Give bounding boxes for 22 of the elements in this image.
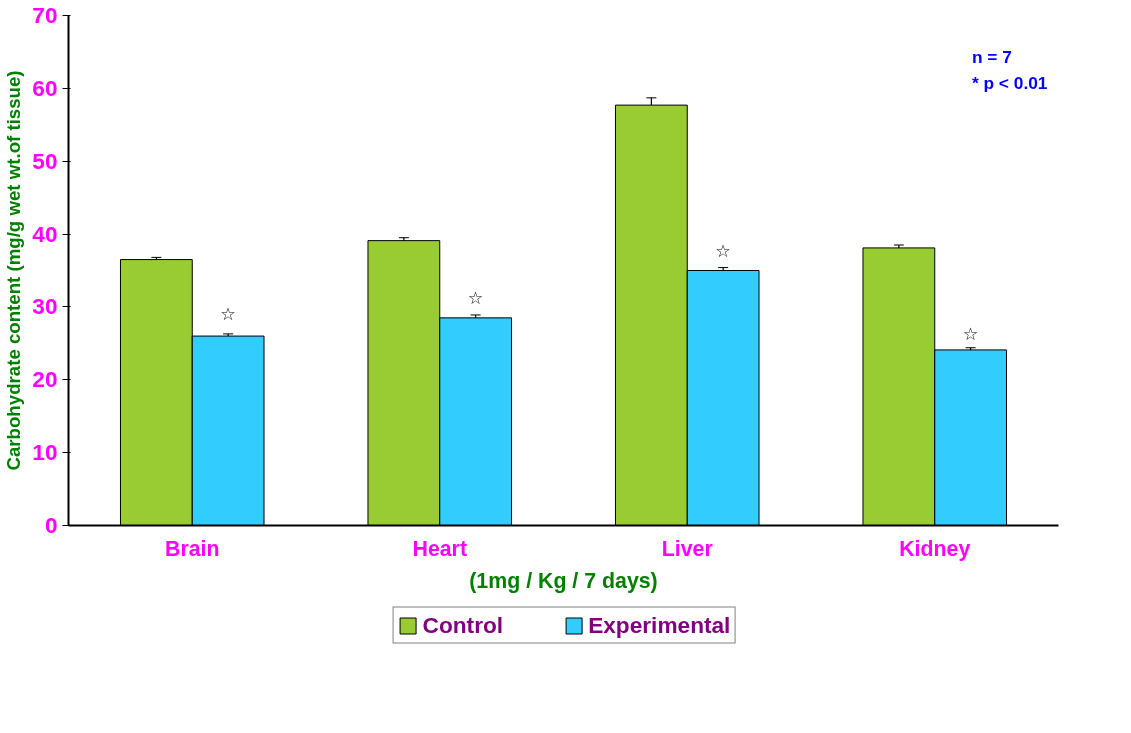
y-tick-label: 30 <box>32 293 58 320</box>
y-tick-label: 70 <box>32 2 58 28</box>
y-tick-label: 0 <box>44 512 58 538</box>
x-axis-title: (1mg / Kg / 7 days) <box>469 568 658 593</box>
x-tick-label: Kidney <box>899 536 971 561</box>
legend-label: Control <box>422 611 504 639</box>
x-tick-label: Brain <box>164 536 220 561</box>
y-axis-title: Carbohydrate content (mg/g wet wt.of tissue) <box>3 70 25 471</box>
annotation: ☆ <box>715 241 731 262</box>
annotation: ☆ <box>962 324 979 345</box>
x-tick-label: Liver <box>661 536 713 561</box>
y-tick-label: 10 <box>32 439 58 466</box>
x-tick-label: Heart <box>412 536 468 561</box>
annotation: ☆ <box>467 287 484 308</box>
y-tick-label: 20 <box>32 366 58 393</box>
annotation: ☆ <box>220 303 236 324</box>
y-tick-label: 60 <box>32 74 58 101</box>
legend-label: Experimental <box>588 611 731 639</box>
y-tick-label: 40 <box>32 220 58 247</box>
annotation: n = 7 <box>971 46 1012 67</box>
y-tick-label: 50 <box>32 147 58 174</box>
annotation: * p < 0.01 <box>971 72 1048 93</box>
